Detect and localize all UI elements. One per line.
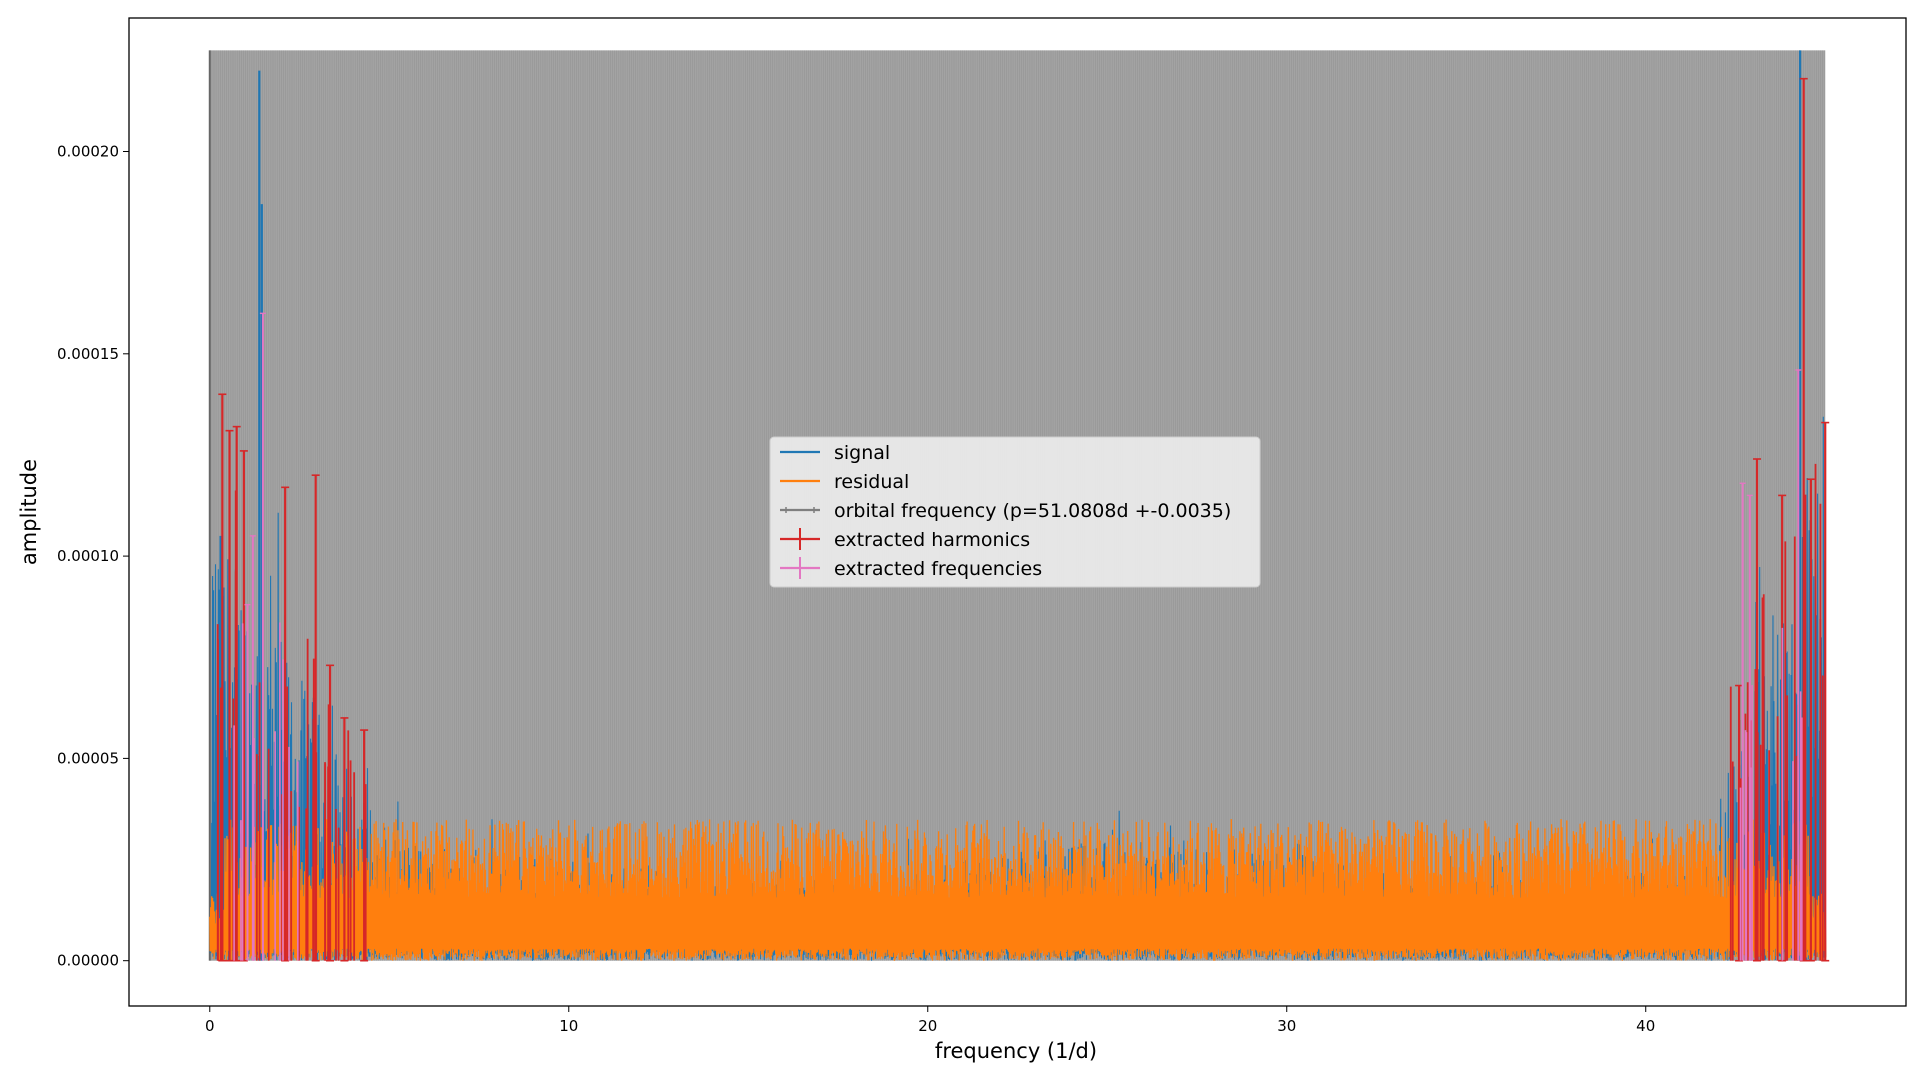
legend-frequencies-label: extracted frequencies bbox=[834, 558, 1042, 580]
y-tick-label: 0.00000 bbox=[57, 952, 119, 970]
harmonic-marker bbox=[340, 717, 349, 962]
x-axis: 0 10 20 30 40 bbox=[205, 1006, 1655, 1035]
frequency-marker bbox=[1795, 369, 1802, 961]
residual-line bbox=[209, 819, 1827, 961]
harmonic-marker bbox=[218, 393, 227, 962]
x-tick-label: 20 bbox=[918, 1017, 937, 1035]
axes-frame bbox=[128, 17, 1907, 1007]
frequency-marker bbox=[259, 312, 266, 961]
harmonic-marker bbox=[360, 729, 369, 962]
harmonic-marker bbox=[225, 429, 234, 962]
x-tick-label: 40 bbox=[1636, 1017, 1655, 1035]
residual-layer bbox=[209, 819, 1827, 961]
x-axis-label: frequency (1/d) bbox=[935, 1039, 1097, 1063]
x-tick-label: 0 bbox=[205, 1017, 215, 1035]
frequency-marker bbox=[249, 535, 256, 961]
y-tick-label: 0.00020 bbox=[57, 143, 119, 161]
y-axis-label: amplitude bbox=[17, 459, 41, 565]
legend-box bbox=[769, 436, 1261, 588]
legend-signal-label: signal bbox=[834, 442, 890, 464]
y-tick-label: 0.00015 bbox=[57, 345, 119, 363]
x-tick-label: 10 bbox=[559, 1017, 578, 1035]
harmonic-marker bbox=[1806, 478, 1815, 962]
frequency-marker bbox=[1739, 482, 1746, 961]
y-tick-label: 0.00010 bbox=[57, 547, 119, 565]
x-tick-label: 30 bbox=[1277, 1017, 1296, 1035]
frequencies-layer bbox=[233, 312, 1803, 961]
legend-residual-label: residual bbox=[834, 471, 909, 493]
plot-area bbox=[208, 50, 1830, 962]
legend-harmonics-label: extracted harmonics bbox=[834, 529, 1030, 551]
harmonics-layer bbox=[216, 77, 1830, 962]
y-axis: 0.00000 0.00005 0.00010 0.00015 0.00020 bbox=[57, 143, 129, 970]
legend-orbital-label: orbital frequency (p=51.0808d +-0.0035) bbox=[834, 500, 1231, 522]
legend: signal residual orbital frequency (p=51.… bbox=[769, 436, 1261, 588]
y-tick-label: 0.00005 bbox=[57, 749, 119, 767]
frequency-marker bbox=[244, 603, 251, 961]
